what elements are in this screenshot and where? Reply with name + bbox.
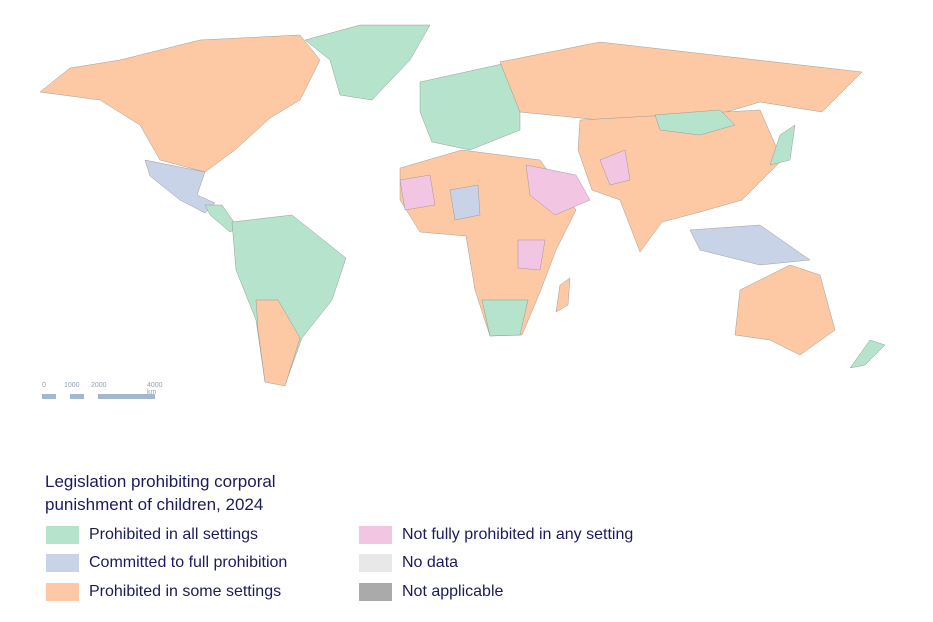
legend-item-prohibited-all[interactable]: Prohibited in all settings — [46, 526, 258, 544]
asia[interactable] — [577, 109, 783, 253]
scale-label: 0 — [42, 382, 46, 389]
greenland[interactable] — [304, 24, 431, 101]
legend-item-not-applicable[interactable]: Not applicable — [359, 583, 503, 601]
legend-swatch — [46, 583, 79, 601]
legend-title: Legislation prohibiting corporal punishm… — [45, 472, 276, 514]
legend-label: Not applicable — [402, 583, 504, 600]
scale-label: 2000 — [91, 382, 107, 389]
japan[interactable] — [769, 124, 796, 166]
scale-label: 1000 — [64, 382, 80, 389]
legend-label: No data — [402, 554, 459, 571]
world-map[interactable] — [0, 0, 933, 420]
legend-swatch — [359, 583, 392, 601]
pakistan[interactable] — [599, 149, 631, 186]
southern-africa[interactable] — [481, 299, 529, 337]
new-zealand[interactable] — [849, 339, 886, 369]
legend-label: Committed to full prohibition — [89, 554, 288, 571]
legend-swatch — [46, 554, 79, 572]
west-africa-pink[interactable] — [399, 174, 436, 211]
legend-swatch — [46, 526, 79, 544]
east-africa[interactable] — [517, 239, 546, 271]
mongolia[interactable] — [654, 109, 736, 136]
nigeria[interactable] — [449, 184, 481, 221]
scale-label: 4000 km — [147, 382, 163, 396]
madagascar[interactable] — [555, 277, 571, 313]
legend-swatch — [359, 554, 392, 572]
north-america[interactable] — [39, 34, 321, 173]
legend-label: Prohibited in some settings — [89, 583, 282, 600]
southern-cone[interactable] — [255, 299, 301, 387]
legend-item-no-data[interactable]: No data — [359, 554, 458, 572]
scale-bar: 0 1000 2000 4000 km — [42, 382, 163, 399]
legend-label: Prohibited in all settings — [89, 526, 258, 543]
legend-swatch — [359, 526, 392, 544]
arabia[interactable] — [525, 164, 591, 216]
legend-item-committed[interactable]: Committed to full prohibition — [46, 554, 287, 572]
legend-item-prohibited-some[interactable]: Prohibited in some settings — [46, 583, 281, 601]
legend-item-not-prohibited[interactable]: Not fully prohibited in any setting — [359, 526, 633, 544]
russia[interactable] — [499, 41, 863, 121]
southeast-asia[interactable] — [689, 224, 811, 266]
legend-label: Not fully prohibited in any setting — [402, 526, 634, 543]
australia[interactable] — [734, 264, 836, 356]
